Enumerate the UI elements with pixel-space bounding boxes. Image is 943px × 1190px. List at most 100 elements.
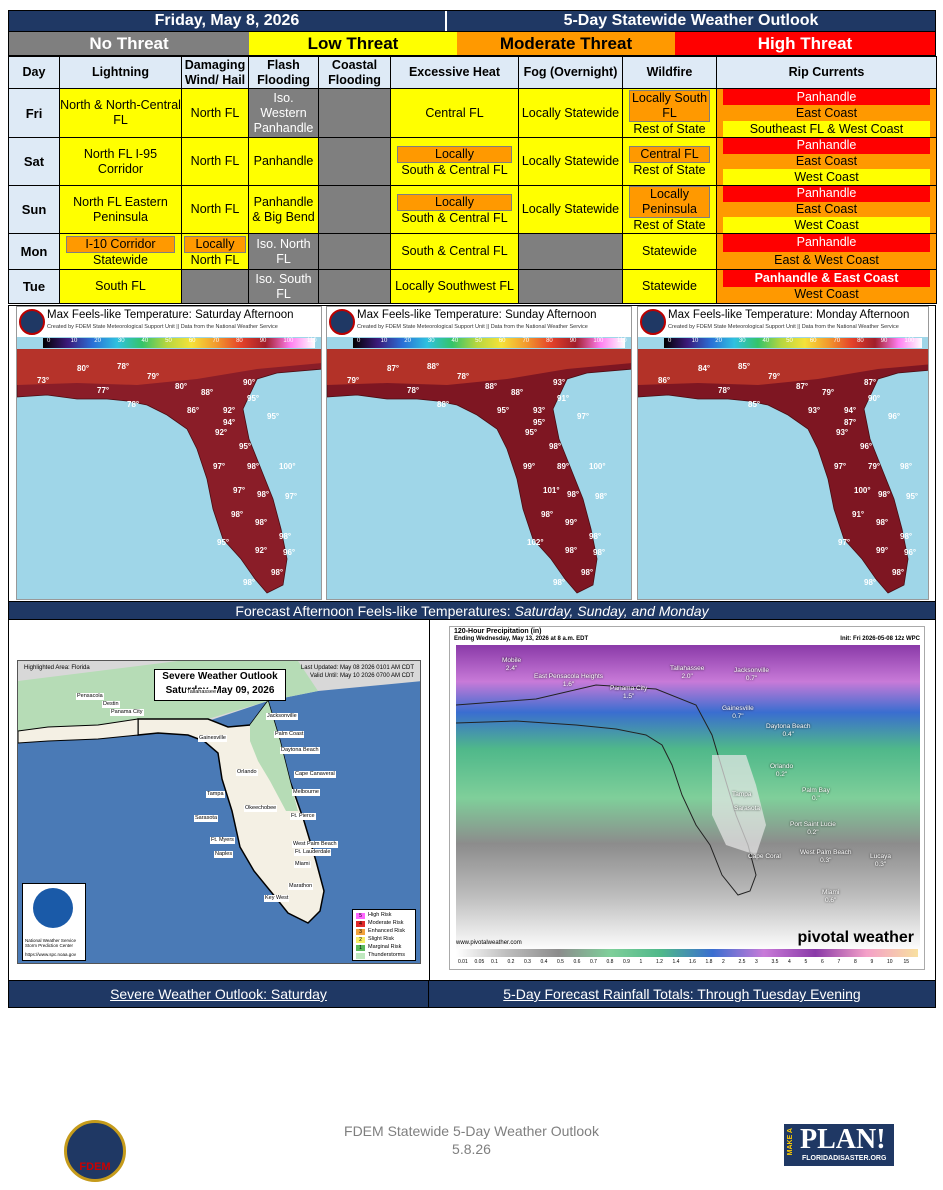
lightning-low: Statewide: [93, 252, 148, 267]
rain-point: Lucaya 0.3": [870, 853, 891, 869]
temp-label: 98°: [257, 490, 269, 499]
temp-label: 98°: [549, 442, 561, 451]
spc-legend-item: 3 Enhanced Risk: [356, 928, 405, 935]
rip-cell: Panhandle East Coast West Coast: [716, 185, 937, 234]
spc-valid: Valid Until: May 10 2026 0700 AM CDT: [310, 673, 414, 679]
spc-legend-swatch: 3: [356, 928, 365, 935]
temps-caption-lead: Forecast Afternoon Feels-like Temperatur…: [235, 603, 515, 619]
rain-site: www.pivotalweather.com: [456, 940, 522, 946]
spc-city-label: West Palm Beach: [292, 841, 338, 848]
colorbar-tick: 40: [141, 338, 149, 344]
map-credit: Created by FDEM State Meteorological Sup…: [668, 324, 899, 330]
spc-city-label: Marathon: [288, 883, 314, 890]
wind-moderate: Locally: [184, 235, 246, 253]
coastal-cell: [318, 137, 391, 186]
temp-label: 96°: [888, 412, 900, 421]
colorbar-tick: 110: [617, 338, 627, 344]
rain-point-name: Tampa: [732, 791, 752, 798]
rain-point: Gainesville 0.7": [722, 705, 754, 721]
colorbar-tick: 40: [762, 338, 770, 344]
day-cell: Mon: [8, 233, 60, 270]
rain-point: Panama City 1.5": [610, 685, 647, 701]
colorbar-tick: 70: [522, 338, 530, 344]
rain-scale-tick: 15: [903, 959, 910, 965]
temp-label: 84°: [698, 364, 710, 373]
temp-label: 79°: [147, 372, 159, 381]
rain-point: Cape Coral: [748, 853, 781, 861]
wildfire-low: Rest of State: [633, 121, 706, 136]
temp-label: 98°: [565, 546, 577, 555]
colorbar-tick: 60: [188, 338, 196, 344]
temp-label: 78°: [407, 386, 419, 395]
flash-cell: Iso. North FL: [248, 233, 319, 270]
rain-point-name: East Pensacola Heights: [534, 673, 604, 680]
temp-label: 93°: [553, 378, 565, 387]
noaa-text: National Weather Service Storm Predictio…: [25, 938, 76, 948]
rip-high: Panhandle & East Coast: [723, 270, 930, 287]
rain-point-name: West Palm Beach: [800, 849, 852, 856]
temp-label: 98°: [900, 462, 912, 471]
temp-label: 98°: [581, 568, 593, 577]
temp-map-monday: Max Feels-like Temperature: Monday After…: [637, 306, 929, 600]
temp-label: 78°: [117, 362, 129, 371]
temp-label: 88°: [511, 388, 523, 397]
spc-legend-item: 1 Marginal Risk: [356, 944, 401, 951]
col-day: Day: [8, 56, 60, 89]
spc-legend: 5 High Risk 4 Moderate Risk 3 Enhanced Risk 2 S…: [352, 909, 416, 961]
rain-point-name: Tallahassee: [670, 665, 705, 672]
temp-label: 95°: [525, 428, 537, 437]
colorbar-tick: 0: [668, 338, 672, 344]
caption-severe: Severe Weather Outlook: Saturday: [9, 981, 429, 1007]
rain-point-value: 0.6": [825, 897, 837, 904]
rain-point-name: Orlando: [770, 763, 794, 770]
lower-panels: Highlighted Area: Florida Last Updated: …: [8, 620, 936, 1008]
rain-point: Miami 0.6": [822, 889, 839, 905]
wildfire-low: Rest of State: [633, 162, 706, 177]
header-bar: Friday, May 8, 2026 5-Day Statewide Weat…: [8, 10, 936, 32]
temp-label: 90°: [868, 394, 880, 403]
spc-subtitle: Saturday, May 09, 2026: [165, 685, 275, 696]
temp-label: 98°: [271, 568, 283, 577]
colorbar-tick: 70: [212, 338, 220, 344]
spc-city-label: Destin: [102, 701, 120, 708]
temp-label: 90°: [243, 378, 255, 387]
temp-label: 85°: [738, 362, 750, 371]
spc-city-label: Jacksonville: [266, 713, 298, 720]
spc-highlighted: Highlighted Area: Florida: [24, 665, 90, 671]
rain-point-value: 0.7": [732, 713, 744, 720]
spc-title-box: Severe Weather Outlook Saturday, May 09,…: [154, 669, 286, 701]
colorbar-tick: 100: [283, 338, 294, 344]
temp-label: 80°: [175, 382, 187, 391]
day-cell: Sun: [8, 185, 60, 234]
colorbar-tick: 110: [307, 338, 317, 344]
rain-point: Sarasota: [734, 805, 760, 813]
wildfire-low: Rest of State: [633, 218, 706, 232]
rain-point: Daytona Beach 0.4": [766, 723, 810, 739]
rip-low: West Coast: [723, 217, 930, 234]
map-title: Max Feels-like Temperature: Saturday Aft…: [47, 309, 294, 321]
col-fog: Fog (Overnight): [518, 56, 623, 89]
colorbar-tick: 10: [380, 338, 388, 344]
threat-legend: No Threat Low Threat Moderate Threat Hig…: [8, 32, 936, 56]
wind-cell: Locally North FL: [181, 233, 249, 270]
temp-label: 87°: [796, 382, 808, 391]
rip-high: Panhandle: [723, 186, 930, 202]
table-row: Sat North FL I-95 Corridor North FL Panh…: [8, 137, 937, 186]
spc-city-label: Melbourne: [292, 789, 320, 796]
rain-scale-tick: 1: [639, 959, 643, 965]
temp-label: 100°: [279, 462, 296, 471]
rainfall-map: 120-Hour Precipitation (in) Ending Wedne…: [449, 626, 925, 970]
colorbar-tick: 10: [70, 338, 78, 344]
temp-label: 100°: [854, 486, 871, 495]
fog-cell: Locally Statewide: [518, 88, 623, 138]
spc-city-label: Ft. Lauderdale: [294, 849, 332, 856]
florida-temp-map: 87° 88°78°78°79°88°88°88°93°91°95° 93°95°9…: [327, 349, 631, 599]
legend-moderate-threat: Moderate Threat: [457, 32, 675, 55]
colorbar-tick: 30: [427, 338, 435, 344]
rain-scale-tick: 5: [804, 959, 808, 965]
rain-scale-tick: 0.4: [540, 959, 548, 965]
rain-point: West Palm Beach 0.3": [800, 849, 852, 865]
rain-point: Orlando 0.2": [770, 763, 793, 779]
rain-scale-tick: 0.05: [474, 959, 485, 965]
temp-label: 88°: [427, 362, 439, 371]
